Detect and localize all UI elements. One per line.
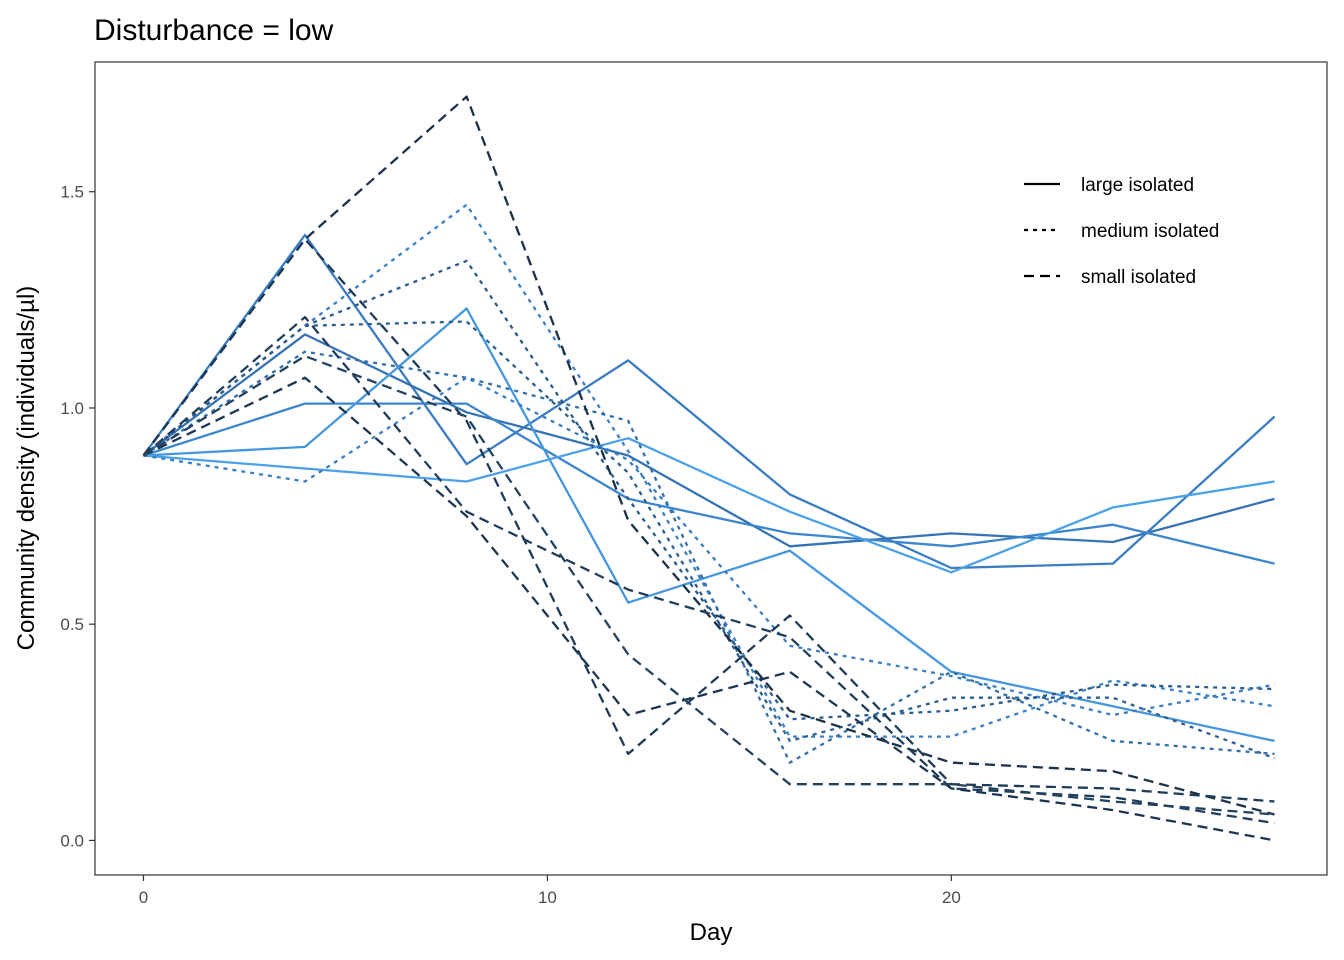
x-tick-label: 20 bbox=[942, 888, 961, 907]
series-line-7 bbox=[142, 320, 1275, 760]
y-tick-label: 0.0 bbox=[60, 831, 84, 850]
legend-label-1: large isolated bbox=[1081, 175, 1194, 196]
legend-label-3: small isolated bbox=[1081, 267, 1196, 288]
series-line-13 bbox=[142, 315, 1275, 825]
legend-label-2: medium isolated bbox=[1081, 221, 1219, 242]
legend: large isolated medium isolated small isola… bbox=[1024, 175, 1219, 288]
x-tick-label: 10 bbox=[538, 888, 557, 907]
series-line-3 bbox=[143, 402, 1275, 565]
y-axis: 0.0 0.5 1.0 1.5 bbox=[60, 183, 95, 850]
y-tick-label: 0.5 bbox=[60, 615, 84, 634]
chart-title: Disturbance = low bbox=[94, 14, 334, 47]
series-line-4 bbox=[143, 307, 1275, 743]
x-axis-label: Day bbox=[690, 919, 733, 946]
series-line-8 bbox=[142, 350, 1275, 764]
series-line-14 bbox=[143, 376, 1275, 842]
series-line-11 bbox=[142, 95, 1275, 816]
series-line-9 bbox=[142, 259, 1275, 721]
series-line-2 bbox=[142, 333, 1275, 548]
series-line-1 bbox=[142, 233, 1276, 570]
x-axis: 0 10 20 bbox=[139, 875, 961, 907]
x-tick-label: 0 bbox=[139, 888, 148, 907]
series-line-12 bbox=[142, 238, 1275, 803]
series-line-5 bbox=[143, 437, 1275, 574]
series-layer bbox=[142, 95, 1276, 842]
series-line-15 bbox=[142, 354, 1275, 816]
series-line-10 bbox=[143, 376, 1275, 717]
y-tick-label: 1.5 bbox=[60, 183, 84, 202]
y-axis-label: Community density (individuals/µl) bbox=[13, 286, 40, 651]
y-tick-label: 1.0 bbox=[60, 399, 84, 418]
